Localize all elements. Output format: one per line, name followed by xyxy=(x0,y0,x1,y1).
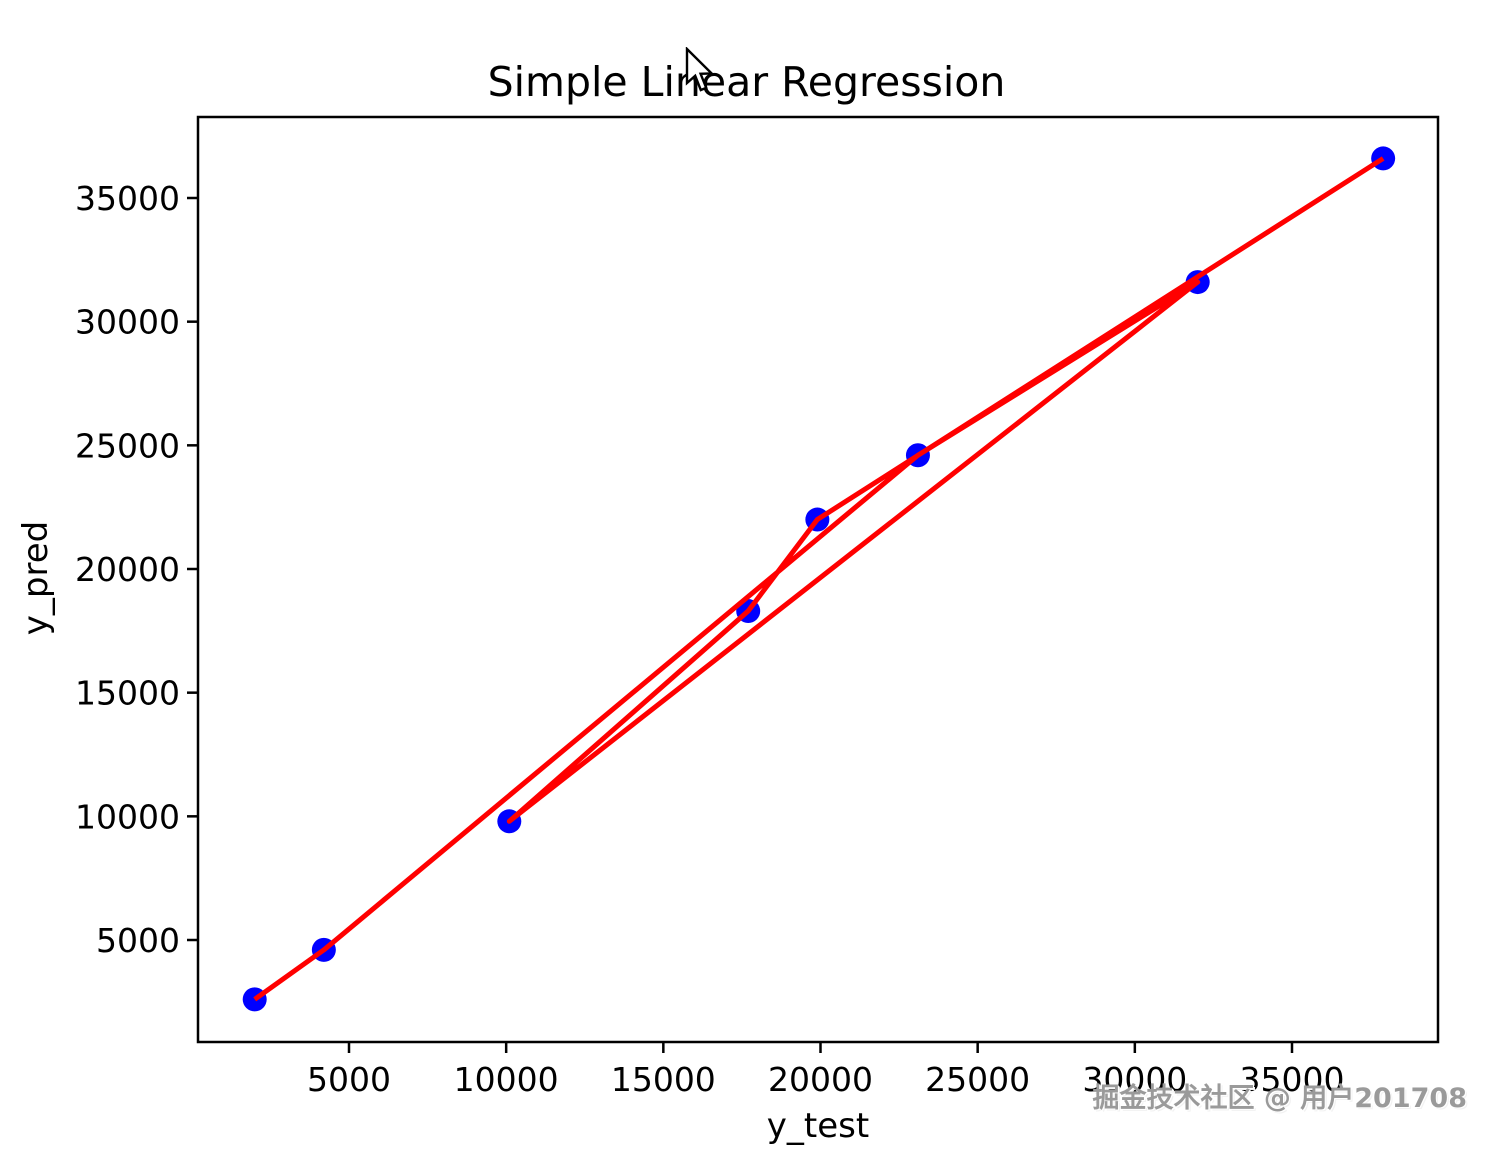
x-tick-label: 30000 xyxy=(1082,1060,1187,1099)
y-tick-label: 15000 xyxy=(75,674,180,713)
x-axis-label: y_test xyxy=(766,1106,870,1146)
y-tick-label: 30000 xyxy=(75,303,180,342)
y-tick-label: 25000 xyxy=(75,426,180,465)
y-tick-label: 5000 xyxy=(96,921,180,960)
watermark-text: 掘金技术社区 @ 用户201708 xyxy=(1092,1083,1467,1114)
axes-spines xyxy=(196,115,1440,1044)
x-tick-label: 5000 xyxy=(307,1060,391,1099)
x-tick-label: 35000 xyxy=(1240,1060,1345,1099)
x-tick-label: 20000 xyxy=(768,1060,873,1099)
chart-title: Simple Linear Regression xyxy=(487,58,1006,106)
prediction-line xyxy=(253,156,1385,1002)
x-tick-label: 10000 xyxy=(454,1060,559,1099)
y-axis-label: y_pred xyxy=(16,520,56,636)
y-tick-label: 10000 xyxy=(75,797,180,836)
y-tick-label: 35000 xyxy=(75,179,180,218)
x-tick-label: 25000 xyxy=(925,1060,1030,1099)
x-tick-label: 15000 xyxy=(611,1060,716,1099)
y-tick-label: 20000 xyxy=(75,550,180,589)
arrow-pointer-icon xyxy=(685,47,715,92)
